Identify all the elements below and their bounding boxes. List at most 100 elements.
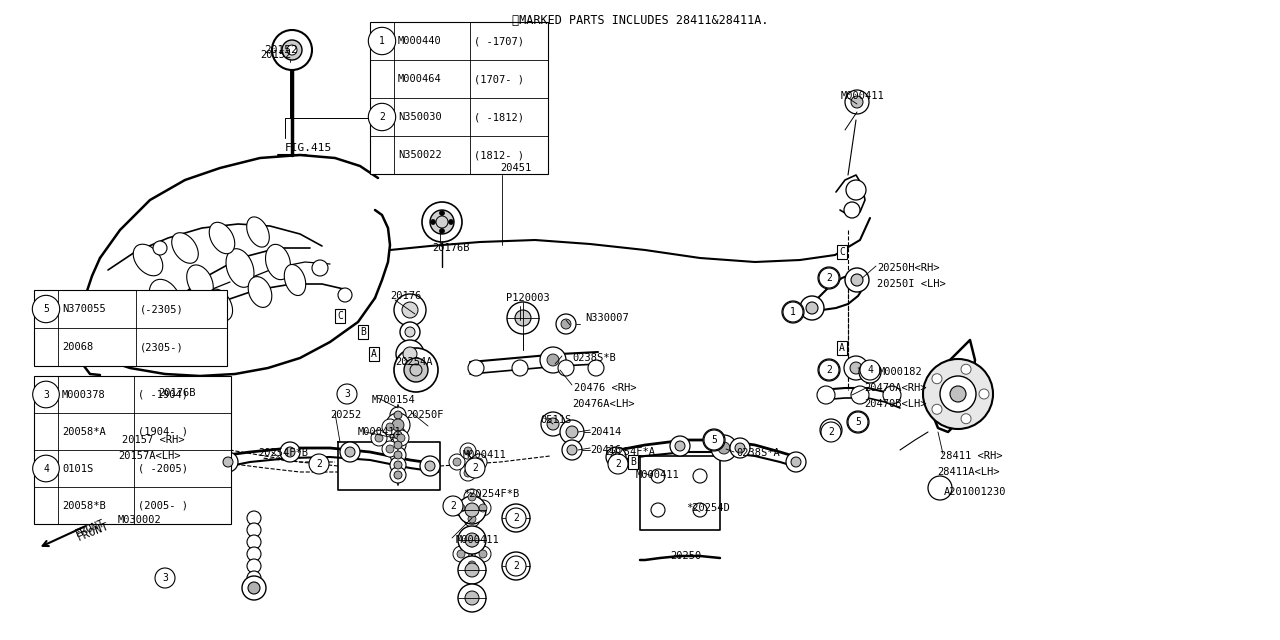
Text: 20414: 20414 — [590, 427, 621, 437]
Text: N350022: N350022 — [398, 150, 442, 160]
Circle shape — [387, 413, 410, 437]
Bar — [370, 22, 548, 174]
Text: 20470A<RH>: 20470A<RH> — [864, 383, 927, 393]
Text: 2: 2 — [513, 513, 518, 523]
Circle shape — [390, 467, 406, 483]
Circle shape — [465, 503, 479, 517]
Text: 2: 2 — [513, 561, 518, 571]
Circle shape — [928, 476, 952, 500]
Circle shape — [652, 469, 666, 483]
Text: 20152: 20152 — [264, 45, 298, 55]
Text: 20250: 20250 — [669, 551, 701, 561]
Circle shape — [961, 413, 972, 424]
Circle shape — [381, 419, 398, 435]
Circle shape — [247, 559, 261, 573]
Circle shape — [394, 348, 438, 392]
Circle shape — [280, 442, 300, 462]
Circle shape — [502, 504, 530, 532]
Text: 1: 1 — [379, 36, 385, 46]
Text: 4: 4 — [44, 463, 49, 474]
Circle shape — [338, 288, 352, 302]
Circle shape — [468, 515, 476, 523]
Circle shape — [703, 429, 724, 451]
Text: A: A — [371, 349, 376, 359]
Text: 2: 2 — [472, 463, 477, 473]
Circle shape — [471, 454, 486, 470]
Circle shape — [390, 437, 406, 453]
Circle shape — [396, 340, 424, 368]
Text: ( -1812): ( -1812) — [474, 112, 524, 122]
Circle shape — [308, 454, 329, 474]
Text: 3: 3 — [163, 573, 168, 583]
Circle shape — [468, 493, 476, 501]
Text: ( -2005): ( -2005) — [138, 463, 188, 474]
Circle shape — [155, 568, 175, 588]
Circle shape — [860, 360, 881, 380]
Circle shape — [605, 447, 626, 467]
Circle shape — [859, 361, 881, 383]
Circle shape — [932, 374, 942, 384]
Text: 20176B: 20176B — [433, 243, 470, 253]
Text: 20476A<LH>: 20476A<LH> — [572, 399, 635, 409]
Ellipse shape — [133, 244, 163, 276]
Text: 20476 <RH>: 20476 <RH> — [573, 383, 636, 393]
Text: N370055: N370055 — [61, 304, 106, 314]
Text: C: C — [337, 311, 343, 321]
Circle shape — [394, 431, 402, 439]
Text: 2: 2 — [826, 365, 832, 375]
Text: 3: 3 — [44, 390, 49, 399]
Text: A: A — [840, 343, 845, 353]
Text: A201001230: A201001230 — [945, 487, 1006, 497]
Circle shape — [566, 426, 579, 438]
Text: B: B — [360, 327, 366, 337]
Circle shape — [820, 422, 841, 442]
Circle shape — [195, 442, 206, 454]
Circle shape — [561, 319, 571, 329]
Circle shape — [375, 434, 383, 442]
Circle shape — [458, 526, 486, 554]
Circle shape — [509, 559, 524, 573]
Circle shape — [392, 419, 404, 431]
Circle shape — [32, 295, 60, 323]
Circle shape — [401, 322, 420, 342]
Circle shape — [611, 452, 621, 462]
Text: FRONT: FRONT — [74, 518, 106, 539]
Circle shape — [381, 441, 398, 457]
Circle shape — [223, 457, 233, 467]
Circle shape — [817, 386, 835, 404]
Circle shape — [465, 489, 480, 505]
Bar — [35, 376, 230, 524]
Text: 20470B<LH>: 20470B<LH> — [864, 399, 927, 409]
Text: B: B — [630, 457, 636, 467]
Ellipse shape — [265, 244, 291, 280]
Circle shape — [402, 302, 419, 318]
Circle shape — [465, 458, 485, 478]
Ellipse shape — [209, 222, 234, 253]
Text: 2: 2 — [616, 459, 621, 469]
Text: M000378: M000378 — [61, 390, 106, 399]
Circle shape — [465, 511, 480, 527]
Text: M030002: M030002 — [118, 515, 161, 525]
Circle shape — [458, 496, 486, 524]
Circle shape — [820, 419, 842, 441]
Text: 2: 2 — [316, 459, 323, 469]
Circle shape — [457, 550, 465, 558]
Circle shape — [33, 381, 59, 408]
Circle shape — [851, 274, 863, 286]
Circle shape — [844, 202, 860, 218]
Circle shape — [465, 563, 479, 577]
Circle shape — [883, 386, 901, 404]
Circle shape — [394, 441, 402, 449]
Text: ( -1904): ( -1904) — [138, 390, 188, 399]
Circle shape — [479, 504, 486, 512]
Circle shape — [540, 347, 566, 373]
Text: 2: 2 — [828, 427, 835, 437]
Text: 20416: 20416 — [590, 445, 621, 455]
Circle shape — [950, 386, 966, 402]
Text: M000411: M000411 — [358, 427, 402, 437]
Circle shape — [273, 30, 312, 70]
Ellipse shape — [248, 276, 271, 307]
Circle shape — [465, 591, 479, 605]
Circle shape — [390, 427, 406, 443]
Text: (2305-): (2305-) — [140, 342, 184, 352]
